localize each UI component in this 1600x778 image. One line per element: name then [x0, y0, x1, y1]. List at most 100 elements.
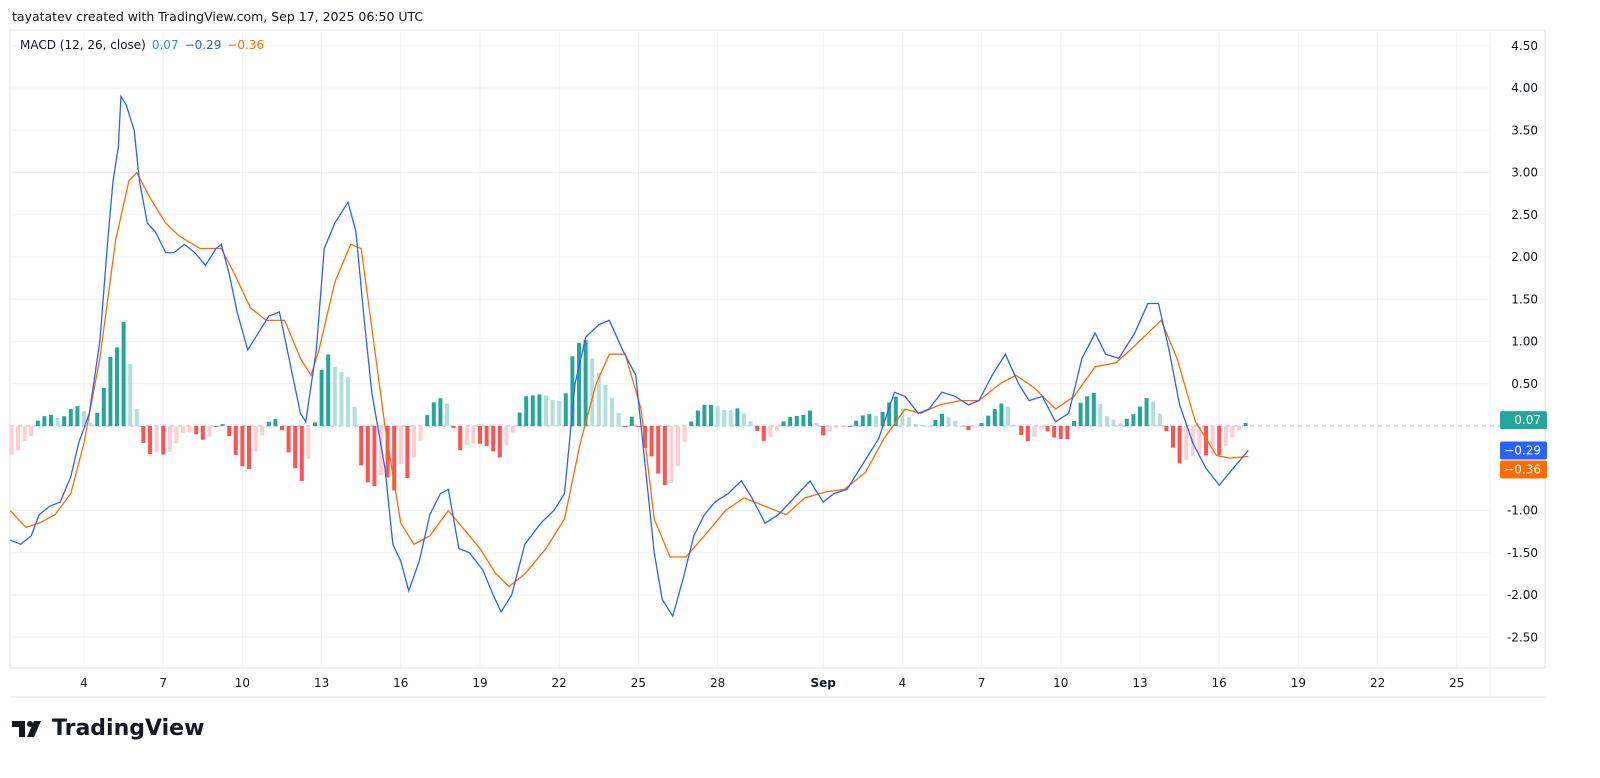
histogram-bar: [735, 408, 740, 426]
histogram-bar: [214, 426, 218, 427]
histogram-bar: [1091, 392, 1096, 426]
histogram-bar: [841, 426, 845, 428]
macd-line: [9, 94, 1249, 618]
histogram-bar: [623, 426, 628, 427]
histogram-bar: [253, 426, 258, 452]
indicator-name: MACD (12, 26, close): [20, 38, 146, 52]
x-tick-label: 25: [1449, 676, 1464, 690]
histogram-bar: [834, 426, 839, 429]
histogram-bar: [1131, 414, 1136, 426]
x-tick-label: 16: [1212, 676, 1227, 690]
histogram-bar: [676, 426, 680, 467]
histogram-bar: [1184, 426, 1189, 460]
histogram-bar: [121, 322, 126, 426]
histogram-bar: [62, 416, 67, 426]
histogram-bar: [1065, 426, 1070, 440]
histogram-bar: [682, 426, 687, 442]
histogram-bar: [656, 426, 661, 474]
y-tick-label: 4.00: [1511, 81, 1538, 95]
x-tick-label: 13: [1132, 676, 1147, 690]
histogram-bar: [1072, 420, 1076, 426]
histogram-bar: [986, 415, 991, 426]
histogram-bar: [101, 387, 106, 426]
last-value-label: −0.36: [1504, 463, 1541, 477]
tradingview-logo[interactable]: TradingView: [12, 716, 204, 741]
histogram-bar: [926, 425, 931, 427]
histogram-bar: [1012, 424, 1017, 426]
macd-chart[interactable]: 4.50 4.00 3.50 3.00 2.50 2.00 1.50 1.00 0.50 -1.0…: [0, 0, 1600, 700]
histogram-bar: [973, 426, 977, 428]
histogram-bar: [821, 426, 826, 436]
histogram-bar: [167, 426, 172, 452]
histogram-bar: [273, 419, 278, 426]
histogram-bar: [524, 396, 529, 426]
histogram-bar: [35, 420, 40, 426]
y-tick-label: 1.50: [1511, 292, 1538, 306]
histogram-bar: [629, 416, 634, 426]
histogram-bar: [1217, 426, 1222, 456]
x-tick-label: 10: [1053, 676, 1068, 690]
histogram-bar: [161, 426, 166, 455]
histogram-bar: [537, 394, 542, 426]
y-tick-label: 2.50: [1511, 208, 1538, 222]
histogram-bar: [332, 366, 337, 426]
x-tick-label: 28: [710, 676, 725, 690]
x-tick-label: 19: [1291, 676, 1306, 690]
histogram-bar: [557, 400, 562, 426]
histogram-bar: [880, 411, 885, 426]
histogram-bar: [768, 426, 773, 438]
logo-text: TradingView: [52, 716, 205, 741]
histogram-bar: [1171, 426, 1175, 448]
x-tick-label: 7: [978, 676, 986, 690]
chart-attribution: tayatatev created with TradingView.com, …: [12, 9, 424, 24]
histogram-bar: [194, 426, 199, 435]
indicator-legend[interactable]: MACD (12, 26, close) 0.07 −0.29 −0.36: [20, 38, 270, 52]
histogram-bar: [1058, 426, 1063, 439]
histogram-bar: [775, 426, 779, 431]
histogram-bar: [445, 403, 449, 426]
histogram-bar: [128, 364, 133, 426]
y-tick-label: 3.50: [1511, 123, 1538, 137]
x-tick-label: 13: [314, 676, 329, 690]
histogram-bar: [174, 426, 179, 444]
histogram-bar: [352, 406, 357, 426]
histogram-bar: [319, 369, 324, 426]
tradingview-logo-icon: [12, 720, 41, 737]
y-tick-label: -1.50: [1507, 546, 1538, 560]
histogram-bar: [940, 413, 944, 426]
histogram-bar: [1025, 426, 1030, 442]
histogram-bar: [293, 426, 298, 469]
y-tick-label: 3.00: [1511, 166, 1538, 180]
histogram-bar: [570, 356, 575, 426]
histogram-bar: [979, 423, 984, 426]
histogram-bar: [794, 415, 799, 426]
histogram-bar: [610, 398, 614, 426]
histogram-bar: [1197, 426, 1202, 454]
histogram-bar: [920, 425, 925, 427]
x-tick-label: 10: [235, 676, 250, 690]
histogram-bar: [464, 426, 469, 446]
histogram-bar: [134, 409, 139, 426]
histogram-bar: [1230, 426, 1235, 438]
histogram-bar: [748, 421, 753, 426]
histogram-bar: [722, 410, 727, 426]
histogram-bar: [814, 422, 819, 426]
histogram-bar: [715, 406, 720, 426]
histogram-bar: [148, 426, 152, 455]
histogram-bar: [953, 420, 958, 426]
histogram-bar: [1164, 426, 1169, 432]
histogram-bar: [484, 426, 489, 447]
histogram-bar: [933, 419, 938, 426]
histogram-bar: [1237, 426, 1241, 431]
histogram-bar: [728, 410, 733, 426]
histogram-bar: [1144, 398, 1149, 426]
histogram-bar: [418, 426, 423, 441]
histogram-bar: [1105, 416, 1109, 426]
histogram-bar: [1032, 426, 1037, 437]
histogram-bar: [405, 426, 410, 479]
histogram-bar: [365, 426, 370, 483]
last-value-label: 0.07: [1514, 413, 1541, 427]
histogram-bar: [689, 421, 694, 426]
histogram-bar: [544, 395, 548, 426]
x-tick-label: 16: [393, 676, 408, 690]
